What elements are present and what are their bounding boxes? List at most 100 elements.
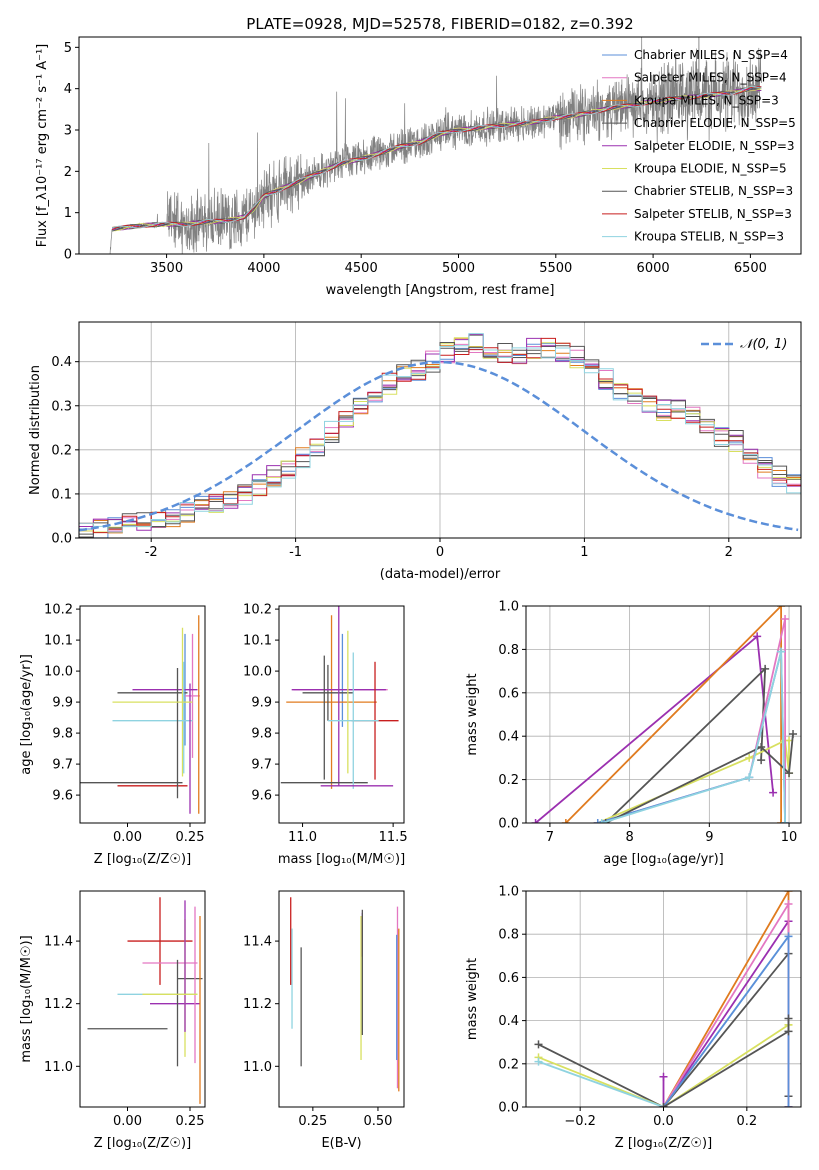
normal-curve [79, 360, 799, 532]
y-tick-label: 9.6 [251, 789, 272, 804]
y-tick-label: 0.0 [498, 1101, 519, 1116]
plot-content [290, 897, 400, 1092]
plus-marker [534, 1040, 543, 1049]
plus-marker [784, 891, 793, 895]
y-tick-label: 0.4 [498, 730, 519, 745]
x-tick-label: 0.2 [736, 1114, 757, 1129]
y-tick-label: 2 [64, 165, 72, 180]
legend-label: Chabrier ELODIE, N_SSP=5 [634, 116, 796, 130]
x-axis-label: Z [log₁₀(Z/Z☉)] [94, 1136, 191, 1151]
y-axis-label: mass weight [465, 958, 480, 1040]
y-tick-label: 0.4 [51, 355, 72, 370]
plus-marker [745, 753, 754, 762]
x-tick-label: 0.25 [176, 1114, 205, 1129]
mass-weight-line [662, 891, 790, 1107]
x-tick-label: 4500 [345, 261, 378, 276]
x-axis-label: Z [log₁₀(Z/Z☉)] [94, 852, 191, 867]
plot-content [87, 897, 203, 1104]
plus-marker [597, 819, 606, 823]
x-tick-label: -2 [145, 545, 158, 560]
plus-marker [593, 819, 602, 823]
x-axis-label: Z [log₁₀(Z/Z☉)] [615, 1136, 712, 1151]
chart-mass_weight_vs_Z: −0.2 0.0 0.2 0.0 0.2 0.4 0.6 0.8 1.0 Z [log₁₀(Z/Z… [465, 885, 802, 1151]
plus-marker [745, 773, 754, 782]
histogram-series [79, 333, 801, 533]
y-tick-label: 10.0 [243, 665, 272, 680]
y-tick-label: 11.4 [243, 935, 272, 950]
y-tick-label: 3 [64, 124, 72, 139]
plus-marker [531, 819, 540, 823]
y-tick-label: 10.2 [243, 603, 272, 618]
x-tick-label: -1 [289, 545, 302, 560]
x-axis-label: age [log₁₀(age/yr)] [603, 852, 724, 867]
y-tick-label: 1 [64, 206, 72, 221]
y-tick-label: 0.2 [498, 1057, 519, 1072]
y-axis-label: Normed distribution [28, 365, 43, 495]
plot-content [534, 891, 793, 1107]
x-tick-label: 2 [725, 545, 733, 560]
y-tick-label: 9.7 [251, 758, 272, 773]
x-tick-label: 11.5 [379, 830, 408, 845]
plot-content [280, 606, 399, 789]
y-tick-label: 11.0 [243, 1060, 272, 1075]
x-axis-label: wavelength [Angstrom, rest frame] [326, 283, 555, 298]
plus-marker [757, 756, 766, 765]
y-tick-label: 1.0 [498, 885, 519, 900]
legend-label: 𝒩(0, 1) [740, 337, 787, 352]
x-axis-label: (data-model)/error [380, 567, 501, 582]
y-tick-label: 0.1 [51, 487, 72, 502]
plus-marker [757, 743, 766, 752]
x-axis-label: E(B-V) [321, 1136, 361, 1151]
x-tick-label: 6500 [734, 261, 767, 276]
figure-title: PLATE=0928, MJD=52578, FIBERID=0182, z=0… [246, 15, 633, 33]
legend-label: Salpeter STELIB, N_SSP=3 [634, 207, 792, 221]
axes-frame [79, 605, 206, 824]
plus-marker [761, 664, 770, 673]
x-tick-label: 10 [781, 830, 798, 845]
y-axis-label: mass [log₁₀(M/M☉)] [19, 935, 34, 1062]
plus-marker [753, 632, 762, 641]
x-tick-label: 5000 [442, 261, 475, 276]
plus-marker [659, 1072, 668, 1081]
axes-frame [525, 890, 802, 1108]
y-tick-label: 0.2 [498, 773, 519, 788]
y-tick-label: 0 [64, 248, 72, 263]
legend-label: Chabrier STELIB, N_SSP=3 [634, 184, 793, 198]
y-tick-label: 9.7 [52, 758, 73, 773]
plus-marker [777, 647, 786, 656]
axes-frame [525, 605, 802, 824]
plus-marker [777, 606, 786, 610]
plus-marker [789, 730, 798, 739]
chart-spectrum: 3500 4000 4500 5000 5500 6000 6500 0 1 2 3 4 5 wavele… [35, 36, 802, 298]
x-tick-label: 8 [625, 830, 633, 845]
plot-content [109, 37, 763, 254]
legend-label: Salpeter MILES, N_SSP=4 [634, 71, 787, 85]
chart-mass_vs_ebv: 0.25 0.50 11.0 11.2 11.4 E(B-V) [243, 890, 405, 1151]
y-tick-label: 11.2 [243, 997, 272, 1012]
chart-mass_weight_vs_age: 7 8 9 10 0.0 0.2 0.4 0.6 0.8 1.0 age [log₁₀(age/yr… [465, 600, 802, 867]
plot-content [79, 333, 801, 538]
mass-weight-line [597, 739, 790, 823]
x-tick-label: 0.0 [653, 1114, 674, 1129]
mass-weight-line [605, 733, 794, 823]
axes-frame [278, 605, 405, 824]
axes-frame [278, 890, 405, 1108]
plus-marker [781, 615, 790, 624]
x-tick-label: 0 [436, 545, 444, 560]
y-tick-label: 0.0 [498, 817, 519, 832]
mass-weight-line [662, 918, 790, 1107]
plus-marker [561, 819, 570, 823]
y-tick-label: 0.6 [498, 971, 519, 986]
y-tick-label: 0.4 [498, 1014, 519, 1029]
y-tick-label: 0.8 [498, 928, 519, 943]
chart-mass_vs_Z: 0.00 0.25 11.0 11.2 11.4 Z [log₁₀(Z/Z☉)] mass … [19, 890, 206, 1151]
x-tick-label: 0.25 [176, 830, 205, 845]
y-tick-label: 11.0 [44, 1060, 73, 1075]
legend-label: Chabrier MILES, N_SSP=4 [634, 48, 788, 62]
legend-label: Kroupa ELODIE, N_SSP=5 [634, 162, 787, 176]
plus-marker [784, 899, 793, 908]
chart-age_vs_Z: 0.00 0.25 9.6 9.7 9.8 9.9 10.0 10.1 10.2 Z [log₁₀… [19, 603, 206, 867]
plus-marker [781, 819, 790, 823]
y-tick-label: 0.8 [498, 643, 519, 658]
